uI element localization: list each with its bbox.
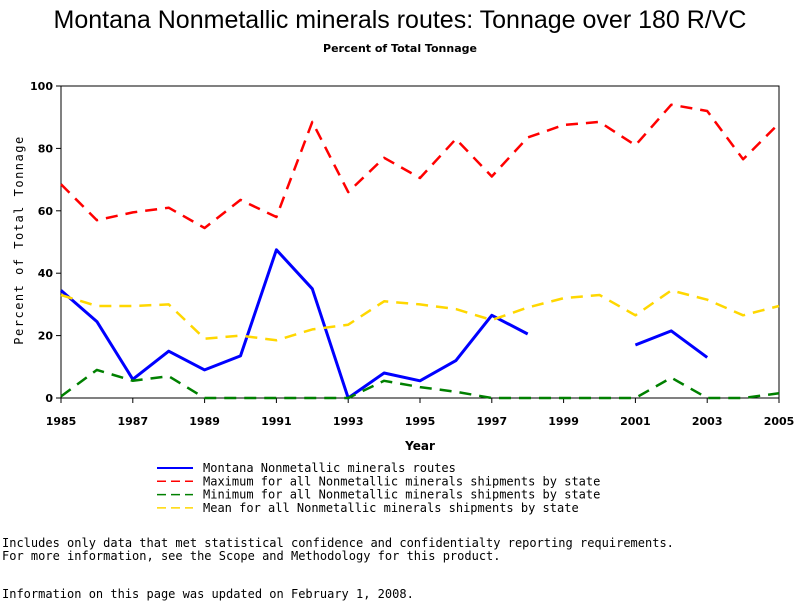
x-tick-label: 1991: [261, 415, 292, 428]
y-tick-label: 80: [38, 142, 54, 155]
legend: Montana Nonmetallic minerals routesMaxim…: [157, 461, 600, 515]
x-tick-label: 1985: [46, 415, 77, 428]
y-tick-label: 0: [45, 392, 53, 405]
y-axis-label: Percent of Total Tonnage: [12, 135, 26, 344]
legend-label-3: Mean for all Nonmetallic minerals shipme…: [203, 501, 579, 515]
legend-label-1: Maximum for all Nonmetallic minerals shi…: [203, 474, 600, 488]
x-tick-label: 2001: [620, 415, 651, 428]
x-tick-label: 1995: [405, 415, 436, 428]
series-line-1: [60, 103, 780, 230]
y-tick-label: 60: [38, 205, 54, 218]
y-tick-label: 20: [38, 330, 54, 343]
legend-label-2: Minimum for all Nonmetallic minerals shi…: [203, 488, 600, 502]
note-confidence: Includes only data that met statistical …: [2, 536, 674, 550]
chart-title: Montana Nonmetallic minerals routes: Ton…: [53, 6, 747, 34]
series-line-3: [60, 289, 780, 342]
x-tick-label: 2003: [692, 415, 723, 428]
note-methodology: For more information, see the Scope and …: [2, 549, 501, 563]
x-tick-label: 1999: [548, 415, 579, 428]
note-updated: Information on this page was updated on …: [2, 587, 414, 601]
x-tick-label: 1993: [333, 415, 364, 428]
series-line-2: [60, 368, 780, 400]
series-line-0: [60, 248, 709, 400]
chart-subtitle: Percent of Total Tonnage: [323, 42, 477, 55]
y-tick-label: 100: [30, 80, 53, 93]
x-tick-label: 1989: [189, 415, 220, 428]
legend-label-0: Montana Nonmetallic minerals routes: [203, 461, 456, 475]
x-tick-label: 1987: [117, 415, 148, 428]
x-tick-label: 1997: [476, 415, 507, 428]
y-tick-label: 40: [38, 267, 54, 280]
x-axis-label: Year: [404, 439, 435, 453]
x-tick-label: 2005: [764, 415, 795, 428]
